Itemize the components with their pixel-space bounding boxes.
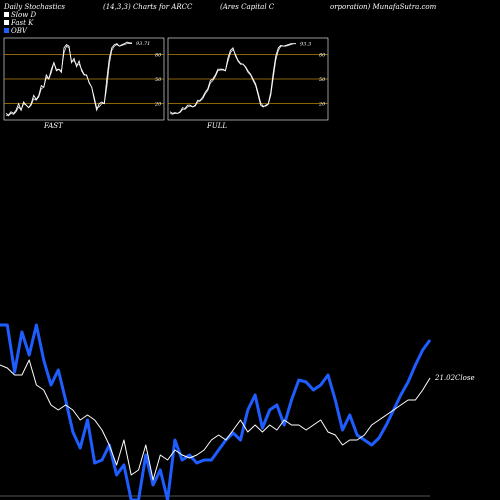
stoch-line-d [169, 43, 296, 115]
close-value-label: 21.02Close [434, 374, 475, 382]
full-panel-label: FULL [206, 122, 227, 130]
y-tick-label-20: 20 [318, 102, 326, 108]
stoch-line-d [5, 43, 132, 117]
legend: Slow D Fast K OBV [4, 11, 36, 35]
legend-label-fast-k: Fast K [10, 19, 34, 27]
legend-swatch-fast-k [4, 20, 9, 25]
chart-title-part-3: (Ares Capital C [220, 3, 275, 11]
stoch-line-k [169, 43, 296, 114]
y-tick-label-50: 50 [319, 77, 326, 83]
y-tick-label-80: 80 [319, 52, 326, 58]
obv-line [0, 323, 432, 500]
legend-label-slow-d: Slow D [11, 11, 36, 19]
full-end-value-label: 93.3 [300, 42, 311, 48]
y-tick-label-20: 20 [154, 102, 162, 108]
close-price-line [0, 359, 431, 481]
fast-stochastic-panel: 80 50 20 93.71 FAST [3, 37, 165, 130]
chart-title-part-1: Daily Stochastics [3, 3, 65, 11]
y-tick-label-50: 50 [155, 77, 162, 83]
legend-swatch-obv [4, 28, 9, 33]
full-stochastic-panel: 80 50 20 93.3 FULL [167, 37, 329, 130]
y-tick-label-80: 80 [155, 52, 162, 58]
price-obv-chart: 21.02Close [0, 323, 475, 500]
fast-panel-label: FAST [43, 122, 64, 130]
chart-title-part-4: orporation) MunafaSutra.com [330, 3, 437, 11]
fast-end-value-label: 93.71 [136, 41, 150, 47]
legend-label-obv: OBV [11, 27, 28, 35]
chart-title-part-2: (14,3,3) Charts for ARCC [103, 3, 193, 11]
legend-swatch-slow-d [4, 12, 9, 17]
